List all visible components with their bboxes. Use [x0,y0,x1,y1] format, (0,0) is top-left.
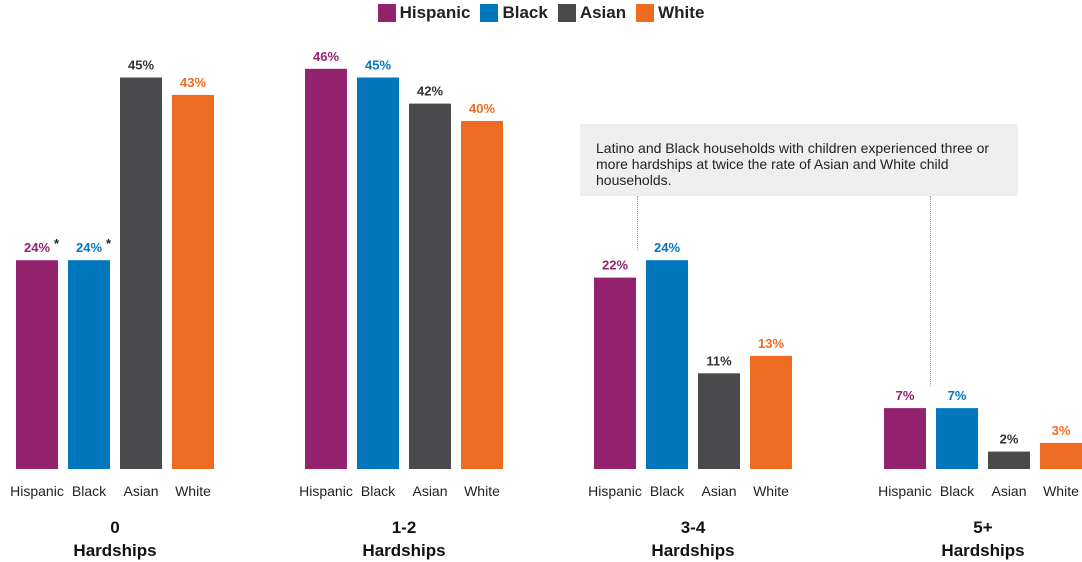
legend-label-asian: Asian [579,3,627,22]
category-label-0-asian: Asian [123,483,158,499]
asterisk-0-hispanic: * [54,236,60,251]
legend: Hispanic Black Asian White [0,3,1082,23]
data-label-0-black: 24% [76,240,102,255]
bar-2-white [750,355,792,469]
group-title-line1-0: 0 [110,518,119,537]
bar-1-asian [409,103,451,469]
category-label-0-white: White [175,483,211,499]
annotation-callout: Latino and Black households with childre… [580,124,1018,196]
data-label-0-asian: 45% [128,58,154,73]
data-label-0-white: 43% [180,75,206,90]
annotation-leader-line-left [637,196,638,250]
bar-3-white [1040,442,1082,469]
category-label-3-asian: Asian [991,483,1026,499]
bar-3-black [936,408,978,469]
bar-3-hispanic [884,408,926,469]
group-title-line2-2: Hardships [651,541,734,560]
bar-1-white [461,121,503,469]
category-label-1-asian: Asian [412,483,447,499]
data-label-3-white: 3% [1052,423,1071,438]
bar-3-asian [988,451,1030,469]
bar-0-asian [120,77,162,469]
data-label-2-hispanic: 22% [602,258,628,273]
data-label-1-black: 45% [365,58,391,73]
data-label-2-black: 24% [654,240,680,255]
category-label-0-hispanic: Hispanic [10,483,64,499]
bar-2-hispanic [594,277,636,469]
data-label-1-hispanic: 46% [313,49,339,64]
legend-swatch-white [636,4,655,22]
category-label-2-black: Black [650,483,685,499]
legend-swatch-black [480,4,499,22]
data-label-3-asian: 2% [1000,432,1019,447]
bar-0-white [172,94,214,470]
data-label-2-asian: 11% [706,353,732,368]
legend-swatch-asian [557,4,576,22]
bar-1-hispanic [305,68,347,470]
category-label-1-black: Black [361,483,396,499]
data-label-3-black: 7% [948,388,967,403]
data-label-3-hispanic: 7% [896,388,915,403]
category-label-3-hispanic: Hispanic [878,483,932,499]
data-label-0-hispanic: 24% [24,240,50,255]
data-label-2-white: 13% [758,336,784,351]
bar-0-black [68,260,110,469]
category-label-3-white: White [1043,483,1079,499]
group-title-line1-1: 1-2 [392,518,417,537]
category-label-2-white: White [753,483,789,499]
category-label-3-black: Black [940,483,975,499]
legend-item-asian: Asian [557,3,627,23]
bar-2-black [646,260,688,469]
bar-0-hispanic [16,260,58,469]
asterisk-0-black: * [106,236,112,251]
legend-label-white: White [658,3,705,22]
bar-2-asian [698,373,740,469]
category-label-0-black: Black [72,483,107,499]
category-label-2-asian: Asian [701,483,736,499]
annotation-leader-line-right [930,196,931,386]
group-title-line2-0: Hardships [73,541,156,560]
category-label-1-white: White [464,483,500,499]
group-title-line1-3: 5+ [973,518,992,537]
category-label-2-hispanic: Hispanic [588,483,642,499]
group-title-line2-1: Hardships [362,541,445,560]
bar-1-black [357,77,399,469]
legend-label-hispanic: Hispanic [399,3,471,22]
group-title-line1-2: 3-4 [681,518,706,537]
legend-item-white: White [636,3,704,23]
data-label-1-white: 40% [469,101,495,116]
legend-item-hispanic: Hispanic [377,3,471,23]
legend-item-black: Black [480,3,548,23]
category-label-1-hispanic: Hispanic [299,483,353,499]
legend-swatch-hispanic [377,4,396,22]
group-title-line2-3: Hardships [941,541,1024,560]
legend-label-black: Black [502,3,548,22]
data-label-1-asian: 42% [417,84,443,99]
